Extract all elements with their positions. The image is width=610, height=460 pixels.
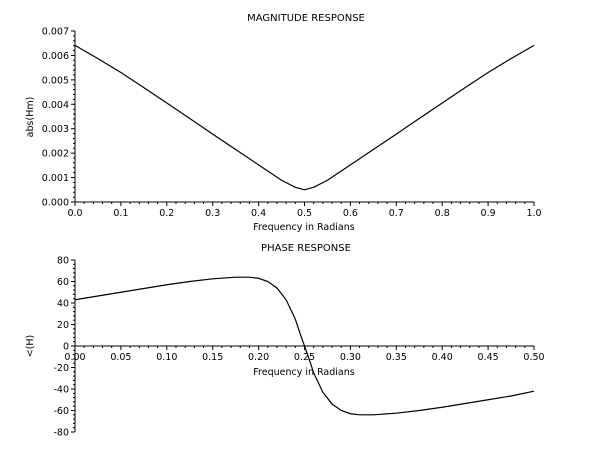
magnitude-x-tick-label: 0.9 (481, 208, 496, 219)
phase-y-tick-label: 80 (57, 256, 69, 267)
magnitude-chart: MAGNITUDE RESPONSE 0.0000.0010.0020.0030… (25, 13, 542, 233)
phase-x-axis: 0.00 0.05 0.10 0.15 0.20 0.25 0.30 0.35 0.40 0.45… (64, 345, 545, 363)
phase-y-tick-label: 0 (63, 342, 69, 353)
magnitude-y-tick-label: 0.000 (42, 198, 69, 209)
phase-y-tick-label: 60 (57, 277, 69, 288)
magnitude-y-label: abs(Hm) (25, 97, 36, 138)
magnitude-x-tick-label: 0.1 (113, 208, 128, 219)
phase-y-tick-label: -40 (53, 385, 69, 396)
phase-x-tick-label: 0.25 (294, 352, 315, 363)
phase-x-tick-label: 0.20 (248, 352, 269, 363)
phase-x-tick-label: 0.15 (202, 352, 223, 363)
phase-x-tick-label: 0.50 (523, 352, 544, 363)
phase-y-tick-label: -80 (53, 428, 69, 439)
magnitude-y-tick-label: 0.005 (42, 75, 69, 86)
magnitude-title: MAGNITUDE RESPONSE (247, 13, 365, 24)
magnitude-x-tick-label: 0.4 (251, 208, 266, 219)
magnitude-x-tick-label: 0.5 (297, 208, 312, 219)
magnitude-y-axis: 0.000 0.001 0.002 0.003 0.004 0.005 0.006 0.007 (42, 27, 76, 209)
phase-series-line (74, 276, 535, 416)
magnitude-x-label: Frequency in Radians (253, 222, 355, 233)
phase-x-tick-label: 0.30 (340, 352, 361, 363)
phase-x-tick-label: 0.00 (64, 352, 85, 363)
magnitude-x-tick-label: 0.2 (159, 208, 174, 219)
magnitude-x-tick-label: 0.3 (205, 208, 220, 219)
phase-x-tick-label: 0.10 (156, 352, 177, 363)
phase-y-tick-label: -60 (53, 406, 69, 417)
phase-y-label: <(H) (25, 335, 36, 358)
magnitude-y-tick-label: 0.004 (42, 100, 69, 111)
phase-x-tick-label: 0.45 (478, 352, 499, 363)
phase-y-axis: -80 -60 -40 -20 0 20 40 60 80 (53, 256, 76, 439)
phase-chart: PHASE RESPONSE -80 -60 -40 -20 0 20 40 60 80 0.0… (25, 243, 545, 439)
magnitude-y-tick-label: 0.003 (42, 124, 69, 135)
phase-y-tick-label: -20 (53, 363, 69, 374)
magnitude-x-axis: 0.0 0.1 0.2 0.3 0.4 0.5 0.6 0.7 0.8 0.9 1.0 (67, 201, 542, 219)
magnitude-x-tick-label: 0.0 (67, 208, 82, 219)
magnitude-y-tick-label: 0.001 (42, 173, 69, 184)
phase-y-tick-label: 20 (57, 320, 69, 331)
magnitude-y-tick-label: 0.002 (42, 149, 69, 160)
phase-x-tick-label: 0.05 (110, 352, 131, 363)
magnitude-y-tick-label: 0.006 (42, 51, 69, 62)
magnitude-series-line (74, 44, 535, 191)
phase-x-tick-label: 0.40 (432, 352, 453, 363)
magnitude-y-tick-label: 0.007 (42, 27, 69, 38)
magnitude-x-tick-label: 0.8 (435, 208, 450, 219)
phase-x-label: Frequency in Radians (253, 367, 355, 378)
phase-x-tick-label: 0.35 (386, 352, 407, 363)
magnitude-x-tick-label: 1.0 (526, 208, 541, 219)
magnitude-x-tick-label: 0.6 (343, 208, 358, 219)
magnitude-x-tick-label: 0.7 (389, 208, 404, 219)
phase-title: PHASE RESPONSE (261, 243, 351, 254)
phase-y-tick-label: 40 (57, 299, 69, 310)
